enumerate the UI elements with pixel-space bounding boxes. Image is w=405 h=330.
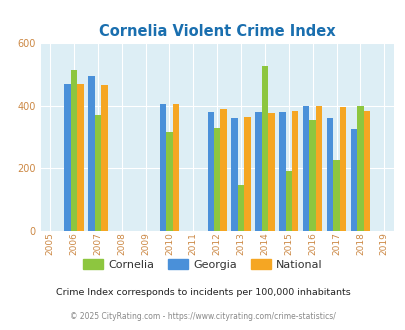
Bar [268,114,274,231]
Bar [309,120,315,231]
Bar [363,111,369,231]
Bar [172,104,179,231]
Bar [244,116,250,231]
Bar [285,171,291,231]
Bar [77,84,83,231]
Bar [207,112,213,231]
Bar [213,128,220,231]
Bar [315,106,322,231]
Bar [237,184,244,231]
Bar [160,104,166,231]
Bar [166,132,172,231]
Bar [94,115,101,231]
Bar [231,118,237,231]
Bar [339,107,345,231]
Bar [64,84,70,231]
Bar [261,66,268,231]
Bar [356,106,363,231]
Bar [302,106,309,231]
Bar [220,109,226,231]
Bar [333,159,339,231]
Bar [101,85,107,231]
Bar [291,111,298,231]
Bar [255,112,261,231]
Bar [88,76,94,231]
Bar [70,70,77,231]
Legend: Cornelia, Georgia, National: Cornelia, Georgia, National [79,255,326,274]
Title: Cornelia Violent Crime Index: Cornelia Violent Crime Index [99,24,335,39]
Bar [350,129,356,231]
Bar [279,112,285,231]
Text: Crime Index corresponds to incidents per 100,000 inhabitants: Crime Index corresponds to incidents per… [55,287,350,297]
Bar [326,118,333,231]
Text: © 2025 CityRating.com - https://www.cityrating.com/crime-statistics/: © 2025 CityRating.com - https://www.city… [70,312,335,321]
